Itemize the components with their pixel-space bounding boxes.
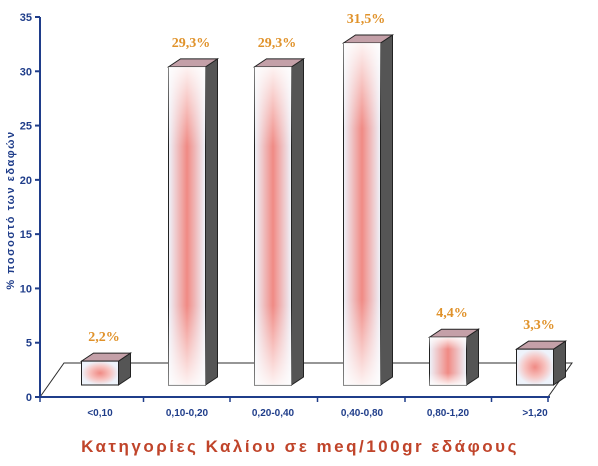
y-tick-label: 25 <box>20 121 32 133</box>
x-tick-label: <0,10 <box>87 408 113 419</box>
bar-value-label: 2,2% <box>88 330 120 345</box>
bar <box>514 340 568 386</box>
y-tick-label: 30 <box>20 66 32 78</box>
bar-front-sheen <box>343 43 381 385</box>
bar-front-sheen <box>429 337 467 385</box>
bar-side <box>380 34 393 386</box>
y-tick-label: 10 <box>20 283 32 295</box>
y-tick-label: 20 <box>20 175 32 187</box>
bar-front-sheen <box>168 66 206 385</box>
y-axis-label: % ποσοστό των εδαφών <box>5 130 17 289</box>
bar-side <box>205 57 218 386</box>
bar <box>166 57 220 386</box>
y-tick-label: 35 <box>20 12 32 24</box>
x-tick-label: 0,80-1,20 <box>427 408 470 419</box>
bar <box>79 352 133 386</box>
bar-value-label: 4,4% <box>436 306 468 321</box>
bar-value-label: 29,3% <box>258 36 297 51</box>
y-tick-label: 15 <box>20 229 32 241</box>
y-tick-label: 5 <box>26 338 32 350</box>
bar-front <box>516 348 554 386</box>
bar <box>252 57 306 386</box>
x-axis-label: Κατηγορίες Καλίου σε meq/100gr εδάφους <box>81 437 519 456</box>
bar-front-sheen <box>254 66 292 385</box>
bar-front <box>81 360 119 386</box>
bar <box>341 34 395 386</box>
x-tick-label: 0,40-0,80 <box>341 408 384 419</box>
x-tick-label: 0,10-0,20 <box>166 408 209 419</box>
bar-value-label: 3,3% <box>523 318 555 333</box>
x-tick-label: 0,20-0,40 <box>252 408 295 419</box>
bar-side <box>466 328 479 386</box>
bar-side <box>291 57 304 386</box>
x-tick-label: >1,20 <box>522 408 548 419</box>
bar-value-label: 31,5% <box>347 12 386 27</box>
bar <box>427 328 481 386</box>
y-tick-label: 0 <box>26 392 32 404</box>
bar-value-label: 29,3% <box>172 36 211 51</box>
